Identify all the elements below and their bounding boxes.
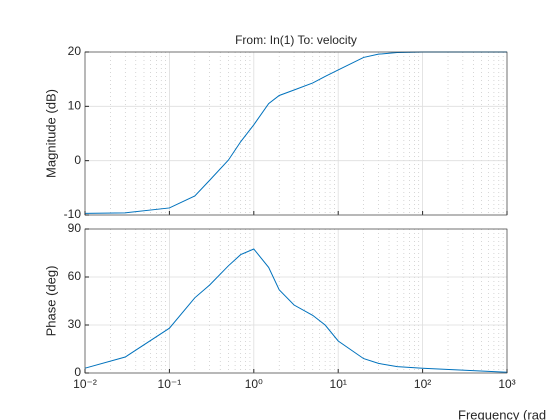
x-tick-label: 10¹	[330, 377, 347, 391]
x-tick-label: 10⁻²	[73, 377, 97, 391]
plot-area	[85, 52, 507, 215]
y-tick-label: 30	[68, 317, 82, 331]
x-axis-label: Frequency (rad	[458, 407, 546, 420]
y-tick-label: -10	[64, 207, 82, 221]
y-tick-label: 0	[74, 153, 81, 167]
axes-box	[84, 51, 508, 216]
y-tick-label: 60	[68, 269, 82, 283]
plot-area	[85, 229, 507, 373]
x-tick-label: 10⁰	[245, 377, 263, 391]
x-tick-label: 10⁻¹	[158, 377, 182, 391]
chart-title: From: In(1) To: velocity	[235, 33, 357, 47]
y-tick-label: 20	[68, 44, 82, 58]
y-tick-label: 10	[68, 99, 82, 113]
y-axis-label: Phase (deg)	[43, 266, 58, 337]
y-tick-label: 90	[68, 221, 82, 235]
x-tick-label: 10³	[498, 377, 515, 391]
series-line	[84, 51, 507, 214]
y-tick-label: 0	[74, 365, 81, 379]
x-tick-label: 10²	[414, 377, 431, 391]
axes-box	[84, 228, 508, 374]
series-line	[84, 248, 508, 373]
y-axis-label: Magnitude (dB)	[43, 89, 58, 178]
